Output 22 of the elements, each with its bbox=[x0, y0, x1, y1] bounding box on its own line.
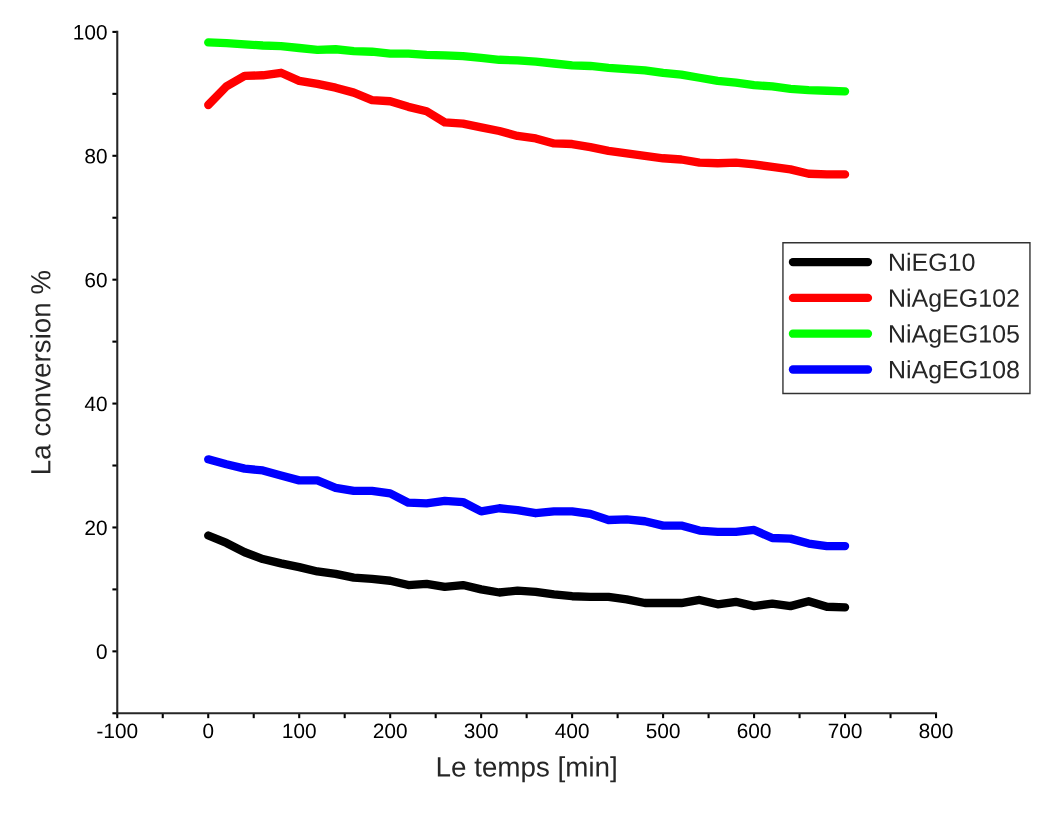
legend-label: NiAgEG108 bbox=[889, 360, 1019, 384]
y-tick-label: 100 bbox=[74, 24, 107, 40]
x-tick-label: 700 bbox=[828, 723, 862, 739]
legend-label: NiAgEG102 bbox=[889, 288, 1019, 312]
x-tick-label: 100 bbox=[283, 723, 316, 739]
y-tick-label: 60 bbox=[85, 272, 107, 288]
legend-label: NiEG10 bbox=[889, 252, 975, 272]
x-tick-label: 500 bbox=[646, 723, 680, 739]
legend-label: NiAgEG105 bbox=[889, 324, 1019, 348]
y-tick-label: 20 bbox=[85, 520, 107, 536]
y-tick-label: 0 bbox=[96, 644, 107, 660]
x-axis-title: Le temps [min] bbox=[437, 756, 616, 783]
y-tick-label: 40 bbox=[84, 396, 107, 412]
y-axis-title: La conversion % bbox=[30, 270, 51, 473]
x-tick-label: 200 bbox=[373, 723, 407, 739]
x-tick-label: 0 bbox=[203, 723, 214, 739]
x-tick-label: 800 bbox=[919, 723, 953, 739]
x-tick-label: 600 bbox=[737, 723, 771, 739]
y-tick-label: 80 bbox=[85, 148, 107, 164]
x-tick-label: 400 bbox=[555, 723, 589, 739]
x-tick-label: -100 bbox=[97, 723, 138, 739]
x-tick-label: 300 bbox=[464, 723, 498, 739]
